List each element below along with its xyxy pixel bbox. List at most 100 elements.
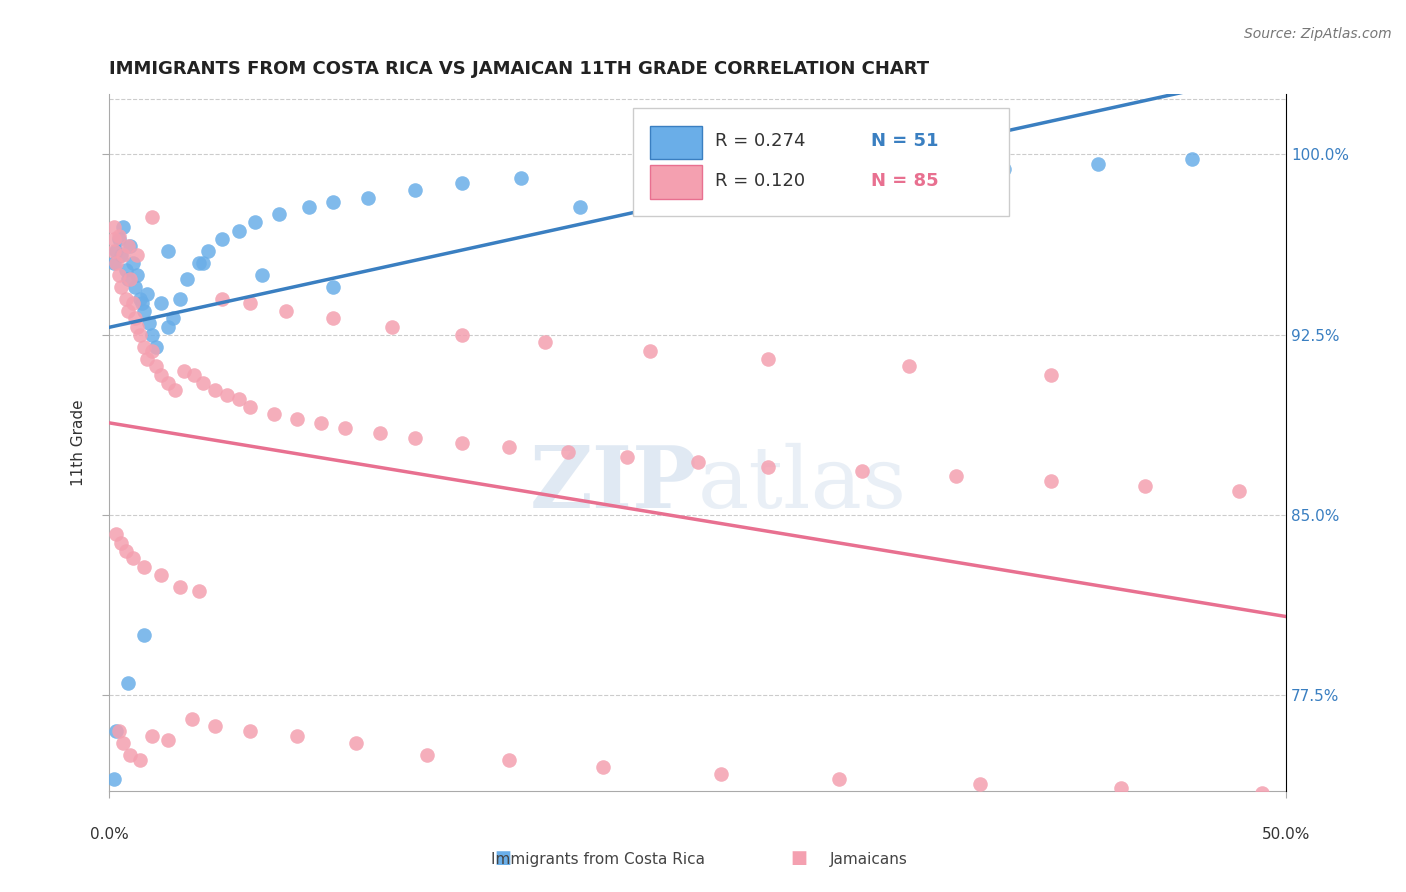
Point: [103, 255, 125, 269]
Text: ZIP: ZIP: [530, 442, 697, 526]
Point: [239, 400, 262, 414]
Point: [851, 465, 873, 479]
Point: [169, 292, 191, 306]
Point: [169, 580, 191, 594]
Point: [180, 712, 202, 726]
Point: [156, 244, 179, 258]
Point: [211, 231, 233, 245]
Point: [381, 320, 404, 334]
Point: [145, 359, 167, 373]
Point: [298, 200, 321, 214]
Point: [107, 723, 129, 738]
Point: [616, 450, 638, 464]
Point: [710, 767, 733, 781]
Point: [557, 445, 579, 459]
Point: [215, 387, 238, 401]
Point: [117, 238, 139, 252]
Point: [945, 469, 967, 483]
Point: [135, 286, 157, 301]
Point: [127, 320, 149, 334]
Point: [451, 435, 474, 450]
Point: [804, 176, 827, 190]
Point: [103, 244, 125, 258]
Point: [112, 248, 135, 262]
Point: [1039, 474, 1062, 488]
Point: [969, 776, 991, 790]
Point: [141, 344, 163, 359]
Point: [287, 411, 309, 425]
Point: [127, 268, 149, 282]
Text: R = 0.120: R = 0.120: [716, 172, 806, 191]
Point: [640, 344, 662, 359]
Point: [451, 176, 474, 190]
Point: [120, 272, 142, 286]
Text: 50.0%: 50.0%: [1261, 827, 1310, 842]
Point: [322, 310, 344, 325]
Point: [756, 351, 779, 366]
Text: 0.0%: 0.0%: [90, 827, 128, 842]
Point: [211, 292, 233, 306]
Point: [368, 425, 391, 440]
Point: [187, 255, 209, 269]
Point: [165, 383, 187, 397]
Point: [357, 191, 380, 205]
Point: [127, 248, 149, 262]
Text: R = 0.274: R = 0.274: [716, 132, 806, 150]
Point: [114, 292, 136, 306]
Point: [239, 296, 262, 310]
Point: [156, 733, 179, 747]
Point: [993, 161, 1015, 176]
Point: [134, 340, 156, 354]
Point: [105, 255, 128, 269]
Point: [267, 207, 290, 221]
FancyBboxPatch shape: [633, 108, 1010, 216]
Point: [592, 760, 614, 774]
Point: [156, 320, 179, 334]
Point: [197, 244, 219, 258]
Point: [176, 272, 198, 286]
Point: [1087, 157, 1109, 171]
Point: [228, 392, 250, 407]
Point: [156, 376, 179, 390]
Point: [103, 231, 125, 245]
Point: [117, 675, 139, 690]
Point: [110, 536, 132, 550]
Point: [114, 262, 136, 277]
Text: N = 51: N = 51: [870, 132, 938, 150]
Point: [228, 224, 250, 238]
Point: [640, 191, 662, 205]
Text: Immigrants from Costa Rica: Immigrants from Costa Rica: [491, 852, 704, 867]
Point: [103, 772, 125, 786]
Point: [121, 296, 143, 310]
Point: [141, 729, 163, 743]
Point: [263, 407, 285, 421]
Point: [131, 296, 153, 310]
Point: [498, 441, 520, 455]
FancyBboxPatch shape: [651, 126, 702, 159]
Point: [898, 359, 921, 373]
Point: [309, 417, 332, 431]
Text: ■: ■: [495, 849, 512, 867]
Point: [110, 279, 132, 293]
Point: [498, 753, 520, 767]
Point: [120, 747, 142, 762]
Point: [107, 231, 129, 245]
Point: [138, 316, 160, 330]
Point: [134, 560, 156, 574]
Point: [568, 200, 591, 214]
Point: [145, 340, 167, 354]
Text: atlas: atlas: [697, 442, 907, 526]
Point: [1251, 786, 1274, 800]
Point: [120, 238, 142, 252]
Point: [1109, 781, 1132, 796]
Point: [103, 219, 125, 234]
Point: [107, 268, 129, 282]
Point: [124, 279, 146, 293]
Point: [141, 210, 163, 224]
Point: [134, 303, 156, 318]
Point: [193, 376, 215, 390]
Point: [117, 272, 139, 286]
Point: [149, 567, 172, 582]
Point: [121, 550, 143, 565]
Point: [333, 421, 356, 435]
